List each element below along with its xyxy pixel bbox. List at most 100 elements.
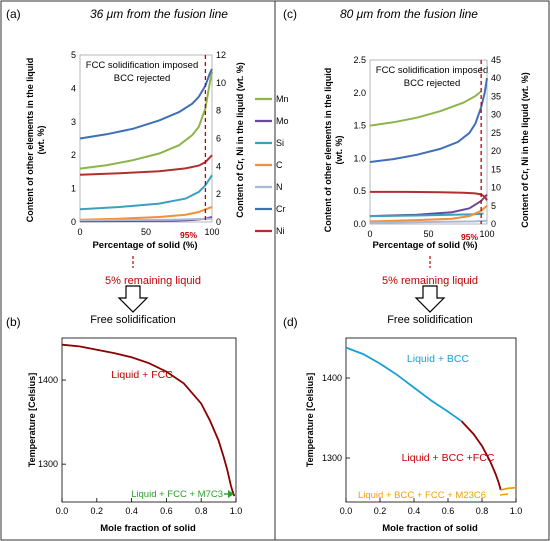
chart-b-plot-area [61,337,237,503]
chart-d-xtick-label: 0.6 [442,506,455,516]
chart-c-ytick-label: 1.0 [353,153,366,163]
chart-b-xtick-label: 0.2 [91,506,104,516]
chart-a-annotation-1: FCC solidification imposed [86,60,198,71]
chart-b-region-1: Liquid + FCC [111,369,173,381]
chart-c-y2tick-label: 15 [491,164,501,174]
chart-c-y2tick-label: 30 [491,110,501,120]
chart-d-xtick-label: 0.4 [408,506,421,516]
chart-a: Content of other elements in the liquid … [25,50,245,251]
chart-a-xtick-label: 100 [204,227,219,237]
legend-label-ni: Ni [276,226,285,236]
chart-d-plot-area [345,337,517,503]
down-arrow-left-icon [117,285,149,313]
chart-c-series-c [369,204,488,223]
panel-title-c: 80 μm from the fusion line [340,7,478,21]
chart-d-ytick-label: 1300 [322,453,342,463]
chart-c-y2tick-label: 5 [491,201,496,211]
chart-c-y2label: Content of Cr, Ni in the liquid (wt. %) [520,72,530,227]
chart-a-ytick-label: 3 [71,117,76,127]
remaining-liquid-right: 5% remaining liquid [382,275,478,287]
transition-right: 5% remaining liquid Free solidification [382,256,478,326]
chart-c-ytick-label: 2.0 [353,88,366,98]
chart-b-xtick-label: 1.0 [230,506,243,516]
chart-d-region-3: Liquid + BCC + FCC + M23C6 [358,490,486,501]
chart-d-xtick-label: 0.8 [476,506,489,516]
chart-b-xlabel: Mole fraction of solid [100,523,196,534]
chart-c-series-ni [370,190,488,201]
chart-c-series-cr [369,78,488,163]
chart-c-ylabel-line2: (wt. %) [334,136,344,165]
legend-label-mn: Mn [276,94,289,104]
chart-a-annotation-2: BCC rejected [114,73,171,84]
chart-a-y2tick-label: 10 [216,78,226,88]
chart-c-y2tick-label: 20 [491,146,501,156]
chart-d-ylabel: Temperature [Celsius] [305,373,315,467]
chart-a-series-n [79,217,213,222]
legend-label-cr: Cr [276,204,286,214]
chart-d-m23c6-pointer-icon [499,493,509,496]
chart-d-xlabel: Mole fraction of solid [382,523,478,534]
panel-label-c: (c) [283,7,297,21]
remaining-liquid-left: 5% remaining liquid [105,275,201,287]
chart-d: Temperature [Celsius] Mole fraction of s… [305,337,523,534]
legend-label-c: C [276,160,283,170]
panel-label-d: (d) [283,315,298,329]
chart-b-xtick-label: 0.0 [56,506,69,516]
chart-a-ylabel-line1: Content of other elements in the liquid [25,58,35,223]
chart-b-ytick-label: 1300 [38,459,58,469]
chart-a-ytick-label: 2 [71,150,76,160]
chart-b-xtick-label: 0.8 [195,506,208,516]
chart-c-y2tick-label: 0 [491,219,496,229]
chart-c-y2tick-label: 10 [491,183,501,193]
chart-c-y2tick-label: 25 [491,128,501,138]
chart-a-ytick-label: 1 [71,184,76,194]
chart-c-annotation-1: FCC solidification imposed [376,65,488,76]
chart-b-xtick-label: 0.4 [125,506,138,516]
chart-b-ylabel: Temperature [Celsius] [27,373,37,467]
chart-c-xtick-label: 50 [423,229,433,239]
chart-a-xtick-label: 50 [141,227,151,237]
chart-c-95-label: 95% [461,232,478,242]
chart-a-xlabel: Percentage of solid (%) [92,240,197,251]
chart-c-annotation-2: BCC rejected [404,78,461,89]
chart-b-m7c3-arrowhead-icon [228,490,234,498]
chart-a-ytick-label: 4 [71,83,76,93]
legend: Mn Mo Si C N Cr Ni [255,94,289,236]
free-solidification-left: Free solidification [90,314,176,326]
panel-label-a: (a) [6,7,21,21]
free-solidification-right: Free solidification [387,314,473,326]
legend-label-n: N [276,182,283,192]
chart-d-region-1: Liquid + BCC [407,353,470,365]
chart-c-xtick-label: 0 [367,229,372,239]
chart-a-y2tick-label: 6 [216,134,221,144]
chart-b-xtick-label: 0.6 [160,506,173,516]
legend-label-si: Si [276,138,284,148]
chart-a-xtick-label: 0 [77,227,82,237]
chart-c-y2tick-label: 40 [491,73,501,83]
chart-c-series-mo [369,193,488,218]
chart-b-region-2: Liquid + FCC + M7C3 [131,489,223,500]
chart-d-xtick-label: 1.0 [510,506,523,516]
chart-a-series-ni [79,154,213,176]
chart-d-curve-2 [500,486,517,491]
chart-b-ytick-label: 1400 [38,375,58,385]
chart-a-ylabel-line2: (wt. %) [36,126,46,155]
chart-a-series-cr [79,68,213,140]
chart-d-xtick-label: 0.2 [374,506,387,516]
chart-a-y2tick-label: 0 [216,217,221,227]
chart-a-ytick-label: 0 [71,217,76,227]
chart-d-ytick-label: 1400 [322,373,342,383]
chart-c-series-si [369,212,484,218]
chart-a-y2label: Content of Cr, Ni in the liquid (wt. %) [235,62,245,217]
panel-title-a: 36 μm from the fusion line [90,7,228,21]
chart-c-series-mn [369,90,482,127]
chart-b-curve-0 [61,343,236,497]
chart-c-ylabel-line1: Content of other elements in the liquid [323,68,333,233]
chart-d-curve-1 [460,420,502,491]
chart-c-y2tick-label: 45 [491,55,501,65]
chart-d-curve-0 [345,346,463,422]
chart-c-plot-area [369,59,488,225]
chart-a-y2tick-label: 4 [216,161,221,171]
chart-c-ytick-label: 1.5 [353,121,366,131]
